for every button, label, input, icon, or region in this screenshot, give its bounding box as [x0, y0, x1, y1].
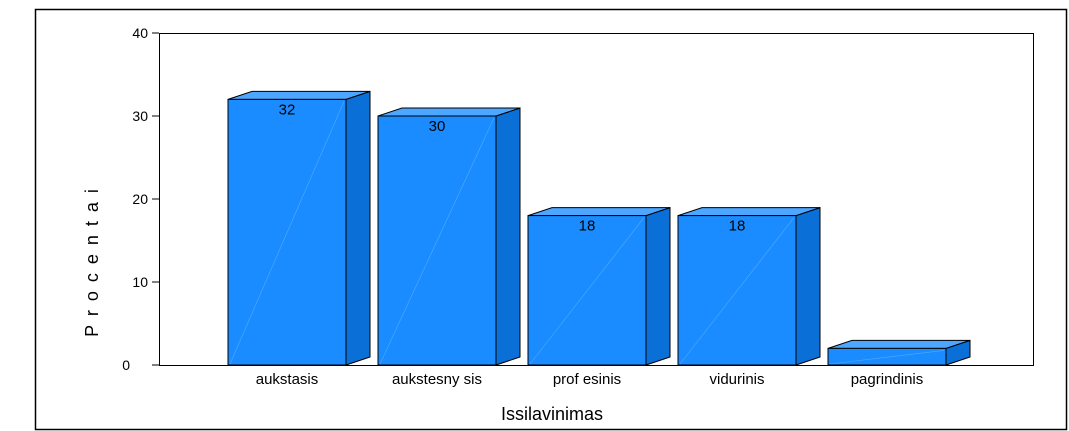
category-label: vidurinis	[709, 371, 764, 388]
bar-top-face	[377, 107, 521, 117]
bar-top-face	[827, 339, 971, 349]
bar	[377, 107, 521, 366]
y-tick-label: 20	[132, 191, 148, 207]
category-label: prof esinis	[553, 371, 621, 388]
bar-highlight	[829, 350, 945, 365]
bar-top-face	[527, 207, 671, 217]
bar	[227, 90, 371, 366]
bar	[527, 206, 671, 366]
category-label: aukstesny sis	[392, 371, 482, 388]
x-axis-title: Issilavinimas	[501, 404, 603, 424]
bar-side-face	[495, 107, 521, 366]
bar-highlight	[379, 117, 495, 365]
outer-frame	[34, 8, 1068, 431]
category-labels: aukstasis aukstesny sis prof esinis vidurin…	[256, 371, 924, 388]
bar-highlight	[229, 101, 345, 365]
data-label: 32	[279, 101, 296, 118]
y-tick-label: 40	[132, 25, 148, 41]
plot-area	[159, 33, 1034, 366]
bar-highlight	[679, 217, 795, 365]
data-label: 30	[429, 118, 446, 135]
bar-top-face	[677, 207, 821, 217]
y-axis-title: P r o c e n t a i	[82, 187, 102, 337]
bar-front-face	[827, 347, 947, 366]
bar-side-face	[645, 206, 671, 366]
data-label: 18	[579, 218, 596, 235]
data-label: 18	[729, 218, 746, 235]
y-tick-label: 30	[132, 108, 148, 124]
bars-group: 32 30 18 18	[227, 90, 971, 366]
category-label: pagrindinis	[851, 371, 924, 388]
bar	[827, 339, 971, 366]
bar-side-face	[345, 90, 371, 366]
bar	[677, 206, 821, 366]
bar-side-face	[795, 206, 821, 366]
y-tick-label: 10	[132, 274, 148, 290]
bar-top-face	[227, 90, 371, 100]
bar-highlight	[529, 217, 645, 365]
category-label: aukstasis	[256, 371, 319, 388]
y-tick-label: 0	[122, 357, 130, 373]
